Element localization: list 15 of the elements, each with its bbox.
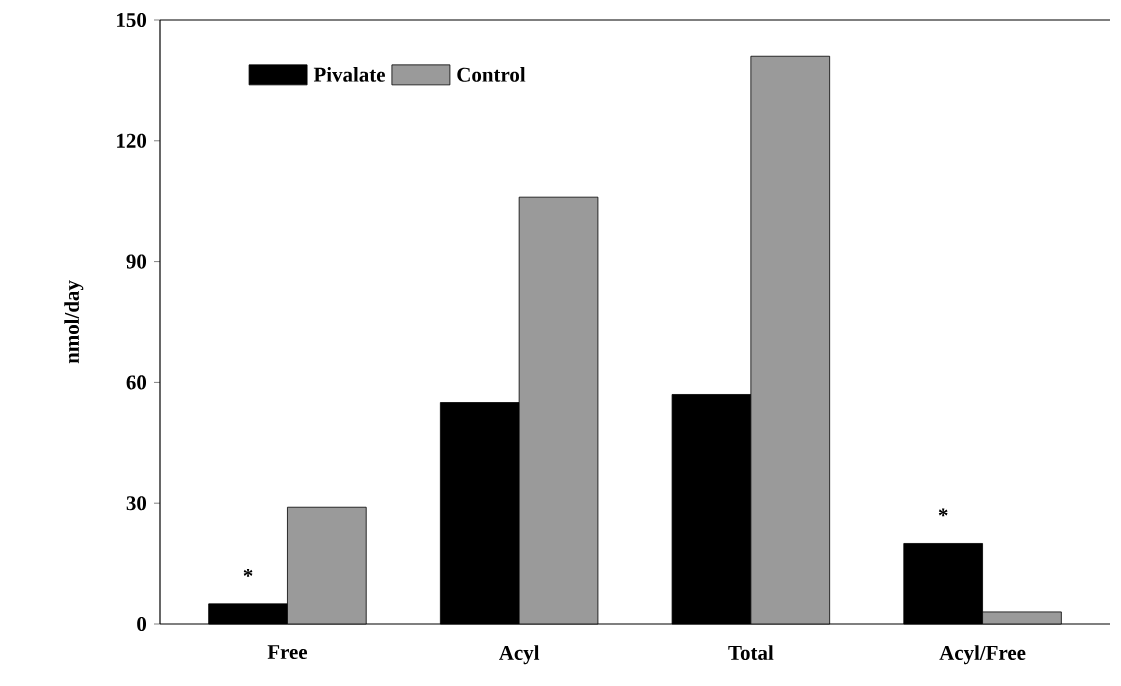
y-axis-title: nmol/day — [64, 280, 84, 364]
legend-label: Pivalate — [313, 67, 385, 82]
x-tick-label: Acyl/Free — [939, 645, 1026, 665]
y-tick-label: 30 — [126, 496, 147, 511]
annotation: * — [243, 568, 253, 577]
legend-label: Control — [457, 67, 526, 82]
x-tick-label: Total — [728, 645, 774, 660]
annotation: * — [938, 508, 948, 517]
x-tick-label: Acyl — [499, 645, 540, 665]
x-tick-label: Free — [267, 645, 308, 660]
y-tick-label: 150 — [117, 12, 147, 28]
y-tick-label: 120 — [117, 133, 147, 148]
y-tick-label: 0 — [137, 616, 147, 632]
y-tick-label: 90 — [126, 254, 147, 269]
y-tick-label: 60 — [126, 375, 147, 390]
